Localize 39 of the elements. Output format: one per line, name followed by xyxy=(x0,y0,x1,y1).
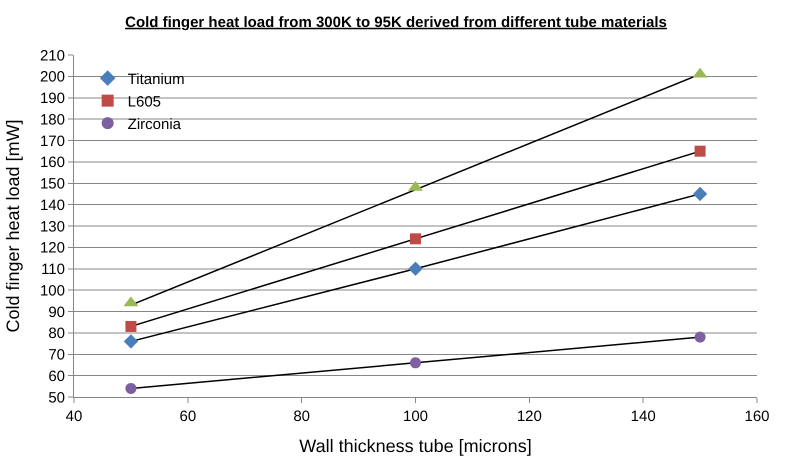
y-tick-label: 90 xyxy=(48,304,65,321)
legend-label: Titanium xyxy=(128,70,185,88)
point xyxy=(410,357,421,368)
y-tick-label: 80 xyxy=(48,325,65,342)
x-tick-label: 80 xyxy=(293,408,310,425)
x-tick-label: 160 xyxy=(744,408,770,425)
point xyxy=(125,382,136,394)
y-tick-label: 70 xyxy=(48,346,65,364)
point xyxy=(410,233,421,244)
x-tick-label: 100 xyxy=(402,408,428,425)
x-tick-label: 120 xyxy=(516,408,542,425)
point xyxy=(692,186,708,202)
legend-label: L605 xyxy=(128,93,162,110)
x-axis-title: Wall thickness tube [microns] xyxy=(299,436,532,456)
y-tick-label: 120 xyxy=(40,240,65,257)
x-tick-label: 40 xyxy=(66,408,82,425)
point xyxy=(124,334,138,349)
y-tick-label: 190 xyxy=(40,90,65,107)
legend-label: Zirconia xyxy=(128,116,182,133)
y-tick-label: 110 xyxy=(41,261,65,278)
y-tick-label: 200 xyxy=(40,68,65,86)
point xyxy=(408,262,423,276)
y-axis-title: Cold finger heat load [mW] xyxy=(3,119,24,333)
x-tick-label: 60 xyxy=(179,408,196,425)
y-tick-label: 210 xyxy=(40,47,65,64)
y-tick-label: 130 xyxy=(40,218,65,236)
point xyxy=(694,146,706,157)
y-tick-label: 60 xyxy=(48,368,65,385)
point xyxy=(694,332,706,343)
y-tick-label: 140 xyxy=(40,196,65,214)
y-tick-label: 100 xyxy=(40,282,65,300)
chart-title: Cold finger heat load from 300K to 95K derived from different tube materials xyxy=(125,14,667,31)
y-tick-label: 50 xyxy=(48,389,65,406)
point xyxy=(125,320,136,332)
y-tick-label: 170 xyxy=(40,132,65,150)
x-tick-label: 140 xyxy=(630,408,656,425)
y-tick-label: 150 xyxy=(40,176,65,192)
y-tick-label: 160 xyxy=(40,154,65,172)
y-tick-label: 180 xyxy=(40,111,65,128)
